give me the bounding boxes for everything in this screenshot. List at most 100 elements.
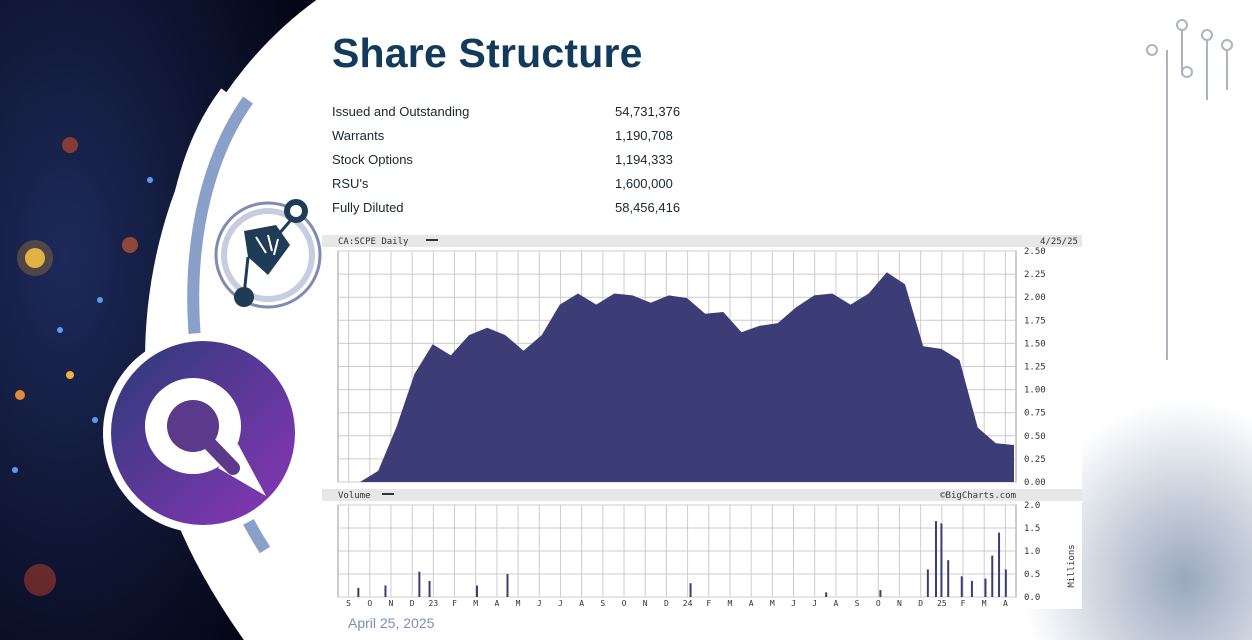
x-tick-label: O <box>622 599 627 608</box>
row-value: 1,600,000 <box>615 176 673 191</box>
left-decor <box>0 0 328 640</box>
volume-bar <box>357 587 360 597</box>
row-value: 54,731,376 <box>615 104 681 119</box>
x-tick-label: A <box>1003 599 1008 608</box>
price-y-tick: 0.75 <box>1024 409 1046 419</box>
chart-credit: ©BigCharts.com <box>940 491 1016 501</box>
x-tick-label: S <box>600 599 605 608</box>
row-label: Stock Options <box>332 152 413 167</box>
volume-y-tick: 0.0 <box>1024 593 1040 603</box>
price-y-tick: 1.00 <box>1024 386 1046 396</box>
volume-y-tick: 0.5 <box>1024 570 1040 580</box>
row-value: 1,190,708 <box>615 128 673 143</box>
volume-unit: Millions <box>1067 544 1077 587</box>
x-tick-label: N <box>897 599 902 608</box>
x-tick-label: J <box>537 599 542 608</box>
row-label: Fully Diluted <box>332 200 404 215</box>
volume-bar <box>384 585 387 597</box>
price-y-ticks: 2.50 2.25 2.00 1.75 1.50 1.25 1.00 0.75 0.50 0.25… <box>1024 247 1046 488</box>
x-tick-label: S <box>855 599 860 608</box>
light-dots <box>12 137 153 596</box>
price-y-tick: 2.50 <box>1024 247 1046 257</box>
x-tick-label: D <box>410 599 415 608</box>
price-y-tick: 1.25 <box>1024 363 1046 373</box>
volume-bar <box>879 590 882 597</box>
volume-bar <box>689 583 692 597</box>
volume-bar <box>998 532 1001 597</box>
volume-bar <box>991 555 994 597</box>
x-tick-label: M <box>982 599 987 608</box>
volume-bar <box>934 521 937 597</box>
x-tick-label: A <box>833 599 838 608</box>
x-tick-label: J <box>558 599 563 608</box>
price-y-tick: 0.50 <box>1024 432 1046 442</box>
price-y-tick: 0.25 <box>1024 455 1046 465</box>
x-tick-label: M <box>770 599 775 608</box>
volume-bar <box>428 580 431 597</box>
x-tick-label: 25 <box>937 599 947 608</box>
row-value: 1,194,333 <box>615 152 673 167</box>
row-label: Warrants <box>332 128 385 143</box>
row-label: Issued and Outstanding <box>332 104 470 119</box>
volume-y-ticks: 2.0 1.5 1.0 0.5 0.0 <box>1024 501 1040 603</box>
volume-bar <box>940 523 943 597</box>
x-tick-label: M <box>728 599 733 608</box>
price-y-tick: 2.25 <box>1024 270 1046 280</box>
x-tick-label: O <box>367 599 372 608</box>
volume-bar <box>506 574 509 597</box>
x-tick-label: A <box>494 599 499 608</box>
volume-y-tick: 2.0 <box>1024 501 1040 511</box>
x-tick-label: M <box>473 599 478 608</box>
price-y-tick: 2.00 <box>1024 293 1046 303</box>
volume-bar <box>475 585 478 597</box>
price-area <box>360 272 1014 482</box>
volume-header: Volume <box>338 491 371 501</box>
x-tick-label: F <box>706 599 711 608</box>
date-label: April 25, 2025 <box>348 615 435 631</box>
x-tick-label: S <box>346 599 351 608</box>
chart-header-right: 4/25/25 <box>1040 237 1078 247</box>
table-row: Stock Options 1,194,333 <box>332 152 732 176</box>
x-tick-label: N <box>643 599 648 608</box>
x-tick-label: F <box>961 599 966 608</box>
x-ticks: S O N D 23 F M A M J J A S O N D 24 F M A M J J A S O N D 25 F M A <box>346 599 1008 608</box>
price-y-tick: 1.50 <box>1024 339 1046 349</box>
volume-bar <box>960 576 963 597</box>
table-row: Fully Diluted 58,456,416 <box>332 200 732 224</box>
x-tick-label: O <box>876 599 881 608</box>
volume-bar <box>418 571 421 597</box>
table-row: Issued and Outstanding 54,731,376 <box>332 104 732 128</box>
volume-bar <box>926 569 929 597</box>
x-tick-label: F <box>452 599 457 608</box>
x-tick-label: J <box>812 599 817 608</box>
share-structure-table: Issued and Outstanding 54,731,376 Warran… <box>332 104 732 224</box>
price-y-tick: 0.00 <box>1024 478 1046 488</box>
x-tick-label: 24 <box>683 599 693 608</box>
x-tick-label: N <box>389 599 394 608</box>
x-tick-label: A <box>579 599 584 608</box>
table-row: RSU's 1,600,000 <box>332 176 732 200</box>
q-logo-icon <box>103 333 303 533</box>
chart-header-left: CA:SCPE Daily <box>338 237 409 247</box>
stock-chart: CA:SCPE Daily 4/25/25 2.50 2.25 2.00 1.75 1.… <box>322 233 1082 609</box>
volume-bars <box>357 521 1007 597</box>
x-tick-label: D <box>664 599 669 608</box>
table-row: Warrants 1,190,708 <box>332 128 732 152</box>
row-label: RSU's <box>332 176 369 191</box>
x-tick-label: 23 <box>429 599 439 608</box>
volume-grid <box>337 504 1017 598</box>
x-tick-label: D <box>918 599 923 608</box>
page-title: Share Structure <box>332 30 643 76</box>
x-tick-label: J <box>791 599 796 608</box>
price-y-tick: 1.75 <box>1024 316 1046 326</box>
volume-y-tick: 1.0 <box>1024 547 1040 557</box>
volume-y-tick: 1.5 <box>1024 524 1040 534</box>
x-tick-label: M <box>516 599 521 608</box>
volume-bar <box>1004 569 1007 597</box>
row-value: 58,456,416 <box>615 200 681 215</box>
x-tick-label: A <box>749 599 754 608</box>
volume-bar <box>947 560 950 597</box>
volume-bar <box>984 578 987 597</box>
volume-bar <box>970 580 973 597</box>
circuit-gem-icon <box>214 199 322 309</box>
